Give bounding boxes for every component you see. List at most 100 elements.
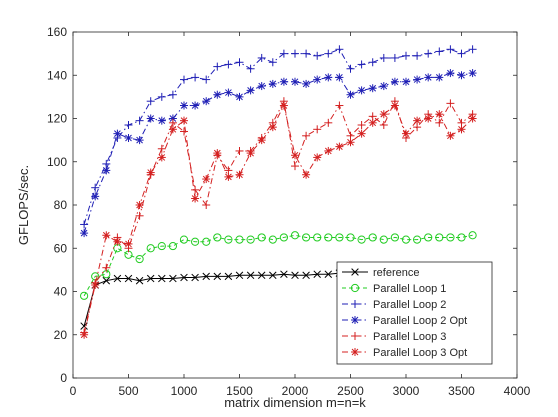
data-point <box>257 233 266 242</box>
data-point <box>368 233 377 242</box>
data-point <box>435 73 444 82</box>
data-point <box>324 270 333 278</box>
data-point <box>468 114 477 123</box>
data-point <box>213 233 222 242</box>
data-point <box>379 110 388 119</box>
data-point <box>213 149 222 158</box>
data-point <box>379 120 388 129</box>
data-point <box>246 86 255 95</box>
legend-marker <box>351 268 359 276</box>
data-point <box>235 170 244 179</box>
data-point <box>346 90 355 99</box>
data-point <box>235 146 244 155</box>
data-point <box>124 239 133 248</box>
data-point <box>435 47 444 56</box>
data-point <box>324 146 333 155</box>
data-point <box>168 125 177 134</box>
x-tick-label: 3000 <box>393 384 420 398</box>
data-point <box>346 233 355 242</box>
data-point <box>180 273 188 282</box>
data-point <box>113 274 122 283</box>
data-point <box>135 116 144 125</box>
legend-entry: Parallel Loop 3 <box>342 331 446 343</box>
data-point <box>180 127 188 136</box>
data-point <box>80 291 89 300</box>
data-point <box>357 120 366 129</box>
data-point <box>401 235 411 244</box>
data-point <box>180 75 188 84</box>
data-point <box>246 149 255 158</box>
data-point <box>357 86 366 95</box>
data-point <box>169 274 177 283</box>
data-point <box>279 77 288 86</box>
data-point <box>202 272 210 281</box>
data-point <box>357 235 366 244</box>
legend: reference Parallel Loop 1 Parallel Loop 2 P… <box>336 261 493 365</box>
data-point <box>335 73 344 82</box>
data-point <box>246 64 255 73</box>
data-point <box>302 131 311 140</box>
data-point <box>424 73 433 82</box>
data-point <box>180 116 188 125</box>
data-point <box>357 60 366 69</box>
data-point <box>379 82 388 91</box>
data-point <box>413 235 422 244</box>
data-point <box>91 281 100 290</box>
series-parallel-loop-2-opt <box>80 69 477 238</box>
data-point <box>268 235 277 244</box>
data-point <box>324 233 333 242</box>
data-point <box>313 270 321 278</box>
data-point <box>257 82 266 91</box>
data-point <box>224 235 233 244</box>
y-tick-label: 160 <box>47 25 67 39</box>
data-point <box>335 233 344 242</box>
data-point <box>191 185 200 194</box>
data-point <box>446 99 455 108</box>
data-point <box>91 192 100 201</box>
legend-marker <box>351 316 359 324</box>
data-point <box>202 237 211 246</box>
data-point <box>224 88 233 97</box>
legend-label: Parallel Loop 2 Opt <box>373 315 467 327</box>
data-point <box>102 276 111 285</box>
series-parallel-loop-3-opt <box>80 101 477 339</box>
data-point <box>468 69 477 78</box>
data-point <box>313 51 322 60</box>
data-point <box>457 49 466 58</box>
axes-layer: 0 500 1000 1500 2000 2500 3000 3500 4000 0 20 40 60 8… <box>47 25 531 398</box>
data-point <box>102 166 111 175</box>
data-point <box>302 271 310 280</box>
data-point <box>168 241 177 251</box>
data-point <box>268 58 277 67</box>
data-point <box>335 142 344 151</box>
data-point <box>291 77 299 86</box>
series-line-parallel-loop-1 <box>83 234 473 297</box>
data-point <box>269 271 277 280</box>
legend-label: Parallel Loop 1 <box>373 283 446 295</box>
data-point <box>279 233 288 242</box>
data-point <box>146 114 155 123</box>
x-tick-label: 3500 <box>448 384 475 398</box>
data-point <box>213 272 222 281</box>
data-point <box>324 118 333 127</box>
data-point <box>146 97 155 106</box>
data-point <box>313 75 322 84</box>
data-point <box>157 241 166 251</box>
data-point <box>446 69 455 78</box>
data-point <box>302 170 311 179</box>
legend-label: Parallel Loop 3 <box>373 331 446 343</box>
data-point <box>413 51 422 60</box>
data-point <box>291 49 299 58</box>
data-point <box>313 125 322 134</box>
x-tick-label: 0 <box>70 384 77 398</box>
data-point <box>202 175 211 184</box>
data-point <box>324 73 333 82</box>
legend-marker <box>351 332 359 340</box>
data-point <box>335 101 344 110</box>
data-point <box>390 233 399 242</box>
legend-entry: Parallel Loop 2 Opt <box>342 315 467 327</box>
y-tick-label: 60 <box>54 241 68 255</box>
x-tick-label: 1500 <box>226 384 253 398</box>
data-point <box>279 49 288 58</box>
